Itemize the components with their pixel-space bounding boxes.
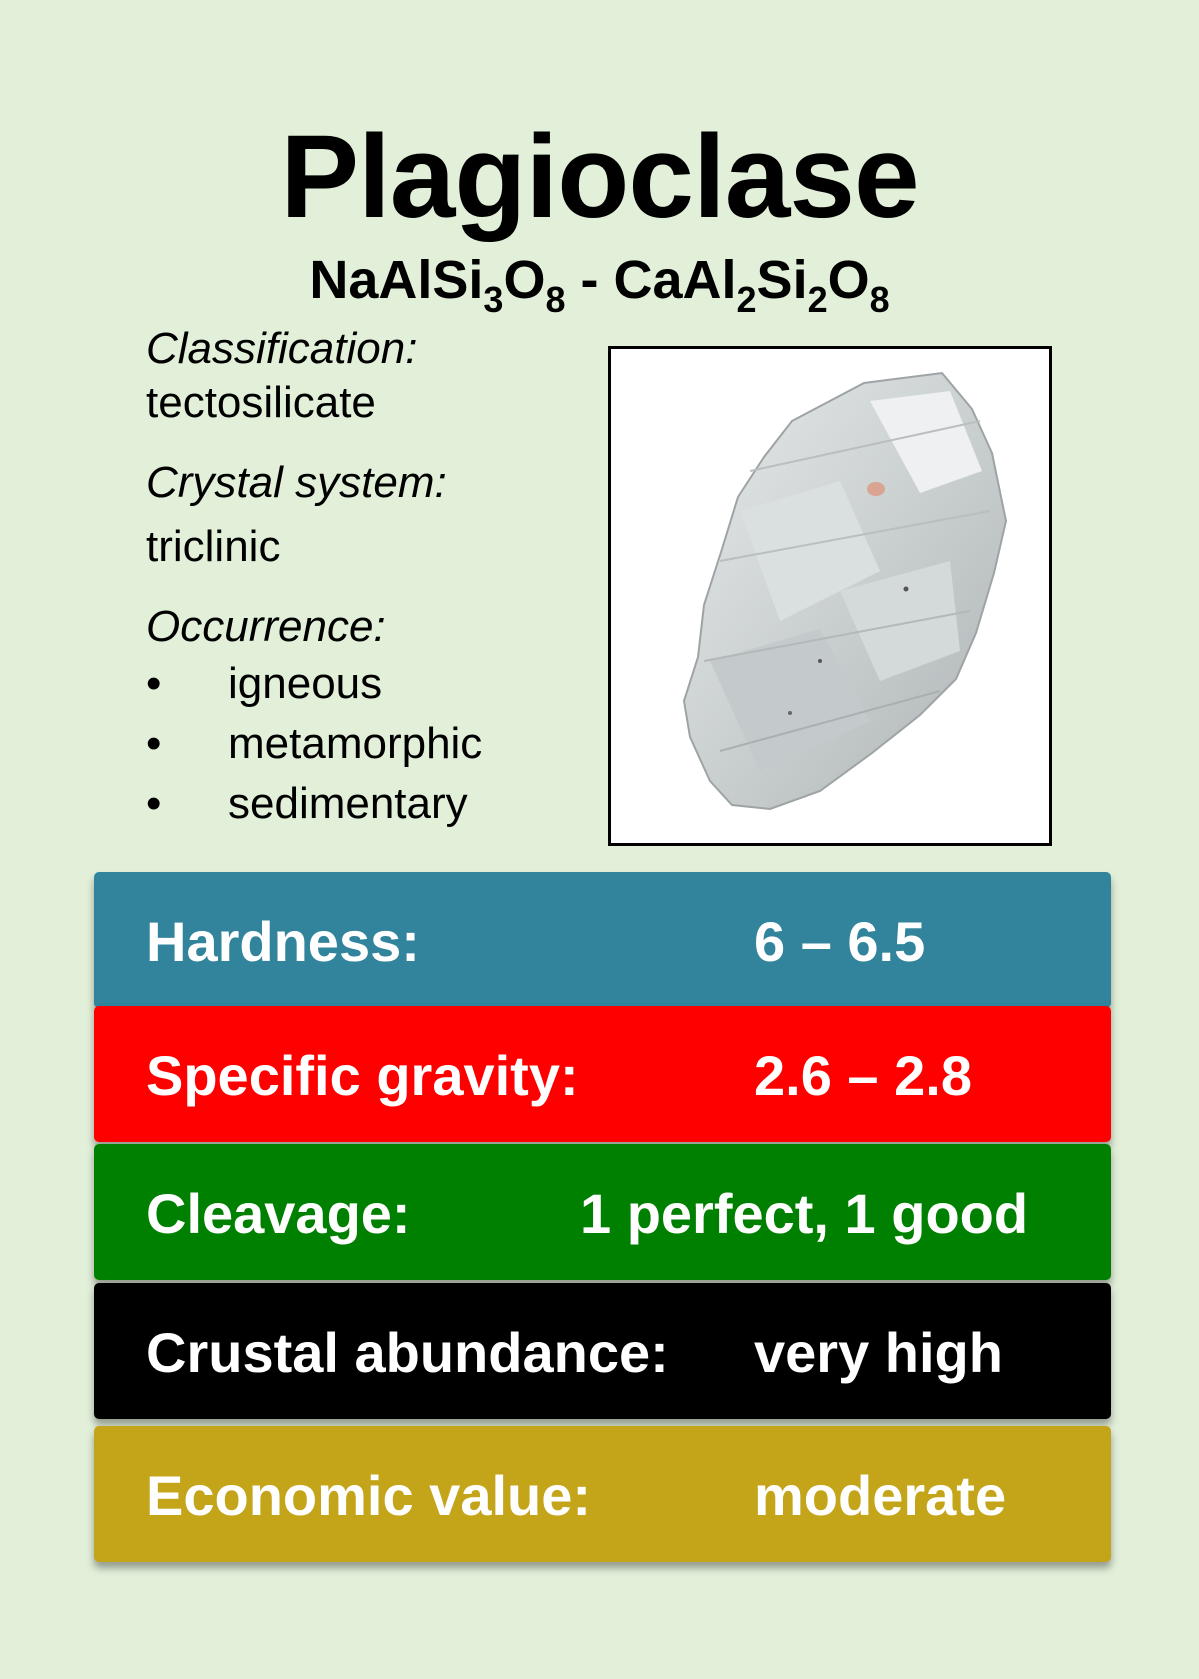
property-label: Crustal abundance: [146,1321,669,1384]
occurrence-list: • igneous • metamorphic • sedimentary [146,654,606,834]
property-label: Cleavage: [146,1182,411,1245]
property-label: Hardness: [146,910,420,973]
property-row-cleavage: Cleavage: 1 perfect, 1 good [94,1144,1111,1280]
classification-label: Classification: [146,324,418,373]
list-item: • igneous [146,654,606,714]
crystal-system-value: triclinic [146,522,281,571]
mineral-photo [608,346,1052,846]
property-value: very high [754,1321,1003,1384]
property-row-specific-gravity: Specific gravity: 2.6 – 2.8 [94,1006,1111,1142]
mineral-info: Classification: tectosilicate Crystal sy… [146,322,606,834]
mineral-specimen-image [682,371,1008,811]
property-row-crustal-abundance: Crustal abundance: very high [94,1283,1111,1419]
property-row-economic-value: Economic value: moderate [94,1426,1111,1562]
property-label: Economic value: [146,1464,592,1527]
classification-value: tectosilicate [146,378,376,427]
property-value: 2.6 – 2.8 [754,1044,972,1107]
chemical-formula: NaAlSi3O8 - CaAl2Si2O8 [309,250,890,320]
property-value: moderate [754,1464,1007,1527]
mineral-title: Plagioclase [280,111,919,243]
property-row-hardness: Hardness: 6 – 6.5 [94,872,1111,1008]
property-value: 6 – 6.5 [754,910,926,973]
list-item: • metamorphic [146,714,606,774]
list-item: • sedimentary [146,774,606,834]
crystal-system-label: Crystal system: [146,458,447,507]
bullet: • [146,719,162,768]
bullet: • [146,779,162,828]
occurrence-label: Occurrence: [146,602,386,651]
bullet: • [146,659,162,708]
property-value: 1 perfect, 1 good [580,1182,1029,1245]
property-label: Specific gravity: [146,1044,579,1107]
